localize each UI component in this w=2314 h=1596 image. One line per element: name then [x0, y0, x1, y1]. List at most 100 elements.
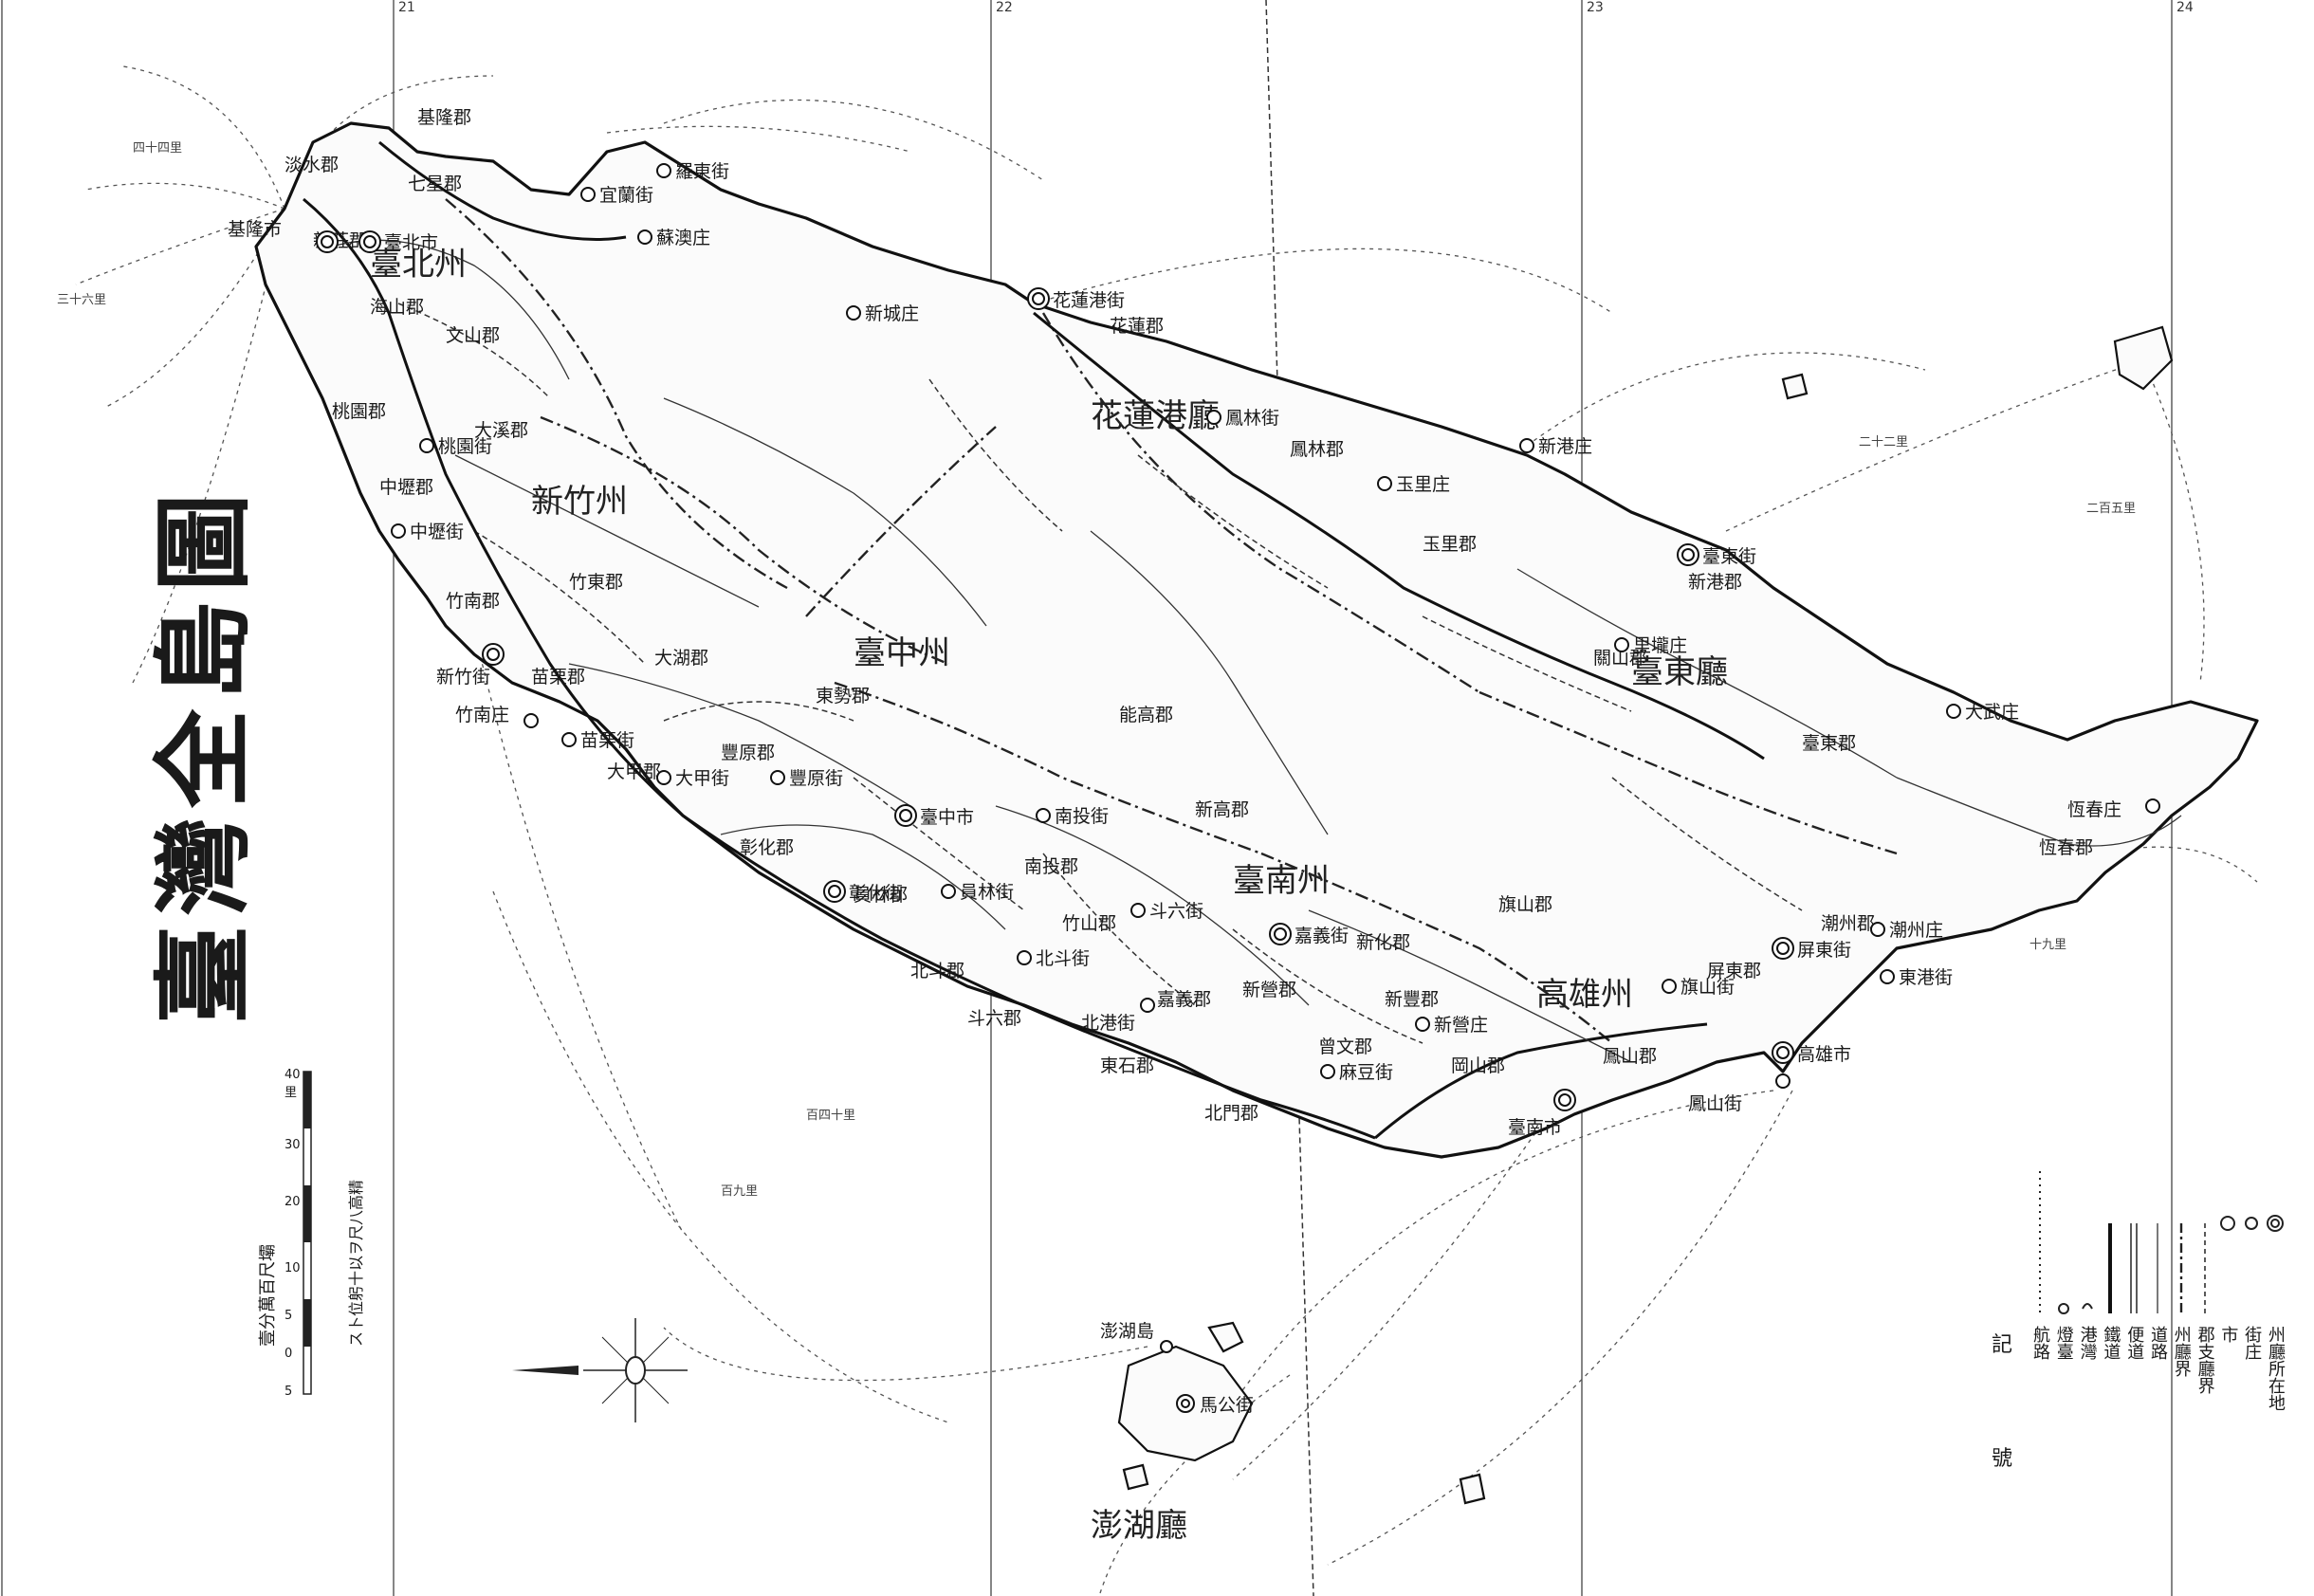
svg-text:潮州郡: 潮州郡	[1821, 913, 1875, 934]
svg-text:屏東郡: 屏東郡	[1707, 961, 1761, 981]
svg-text:新豐郡: 新豐郡	[1385, 989, 1439, 1010]
svg-text:斗六街: 斗六街	[1149, 901, 1203, 922]
district-boundaries	[397, 303, 1803, 1044]
legend-item-district-boundary: 郡支廳界	[2195, 1166, 2215, 1584]
svg-text:彰化郡: 彰化郡	[740, 837, 794, 858]
legend-item-route: 航路	[2029, 1166, 2050, 1584]
grid-label-2: 22	[996, 0, 1013, 15]
district-labels: 七星郡 文山郡 海山郡 新莊郡 淡水郡 基隆郡 大溪郡 中壢郡 桃園郡 竹東郡 …	[285, 107, 2093, 1124]
svg-text:三十六里: 三十六里	[57, 293, 106, 307]
district-boundary-icon	[2203, 1223, 2206, 1313]
city-markers: 臺北市 基隆市 新竹街 臺中市 彰化街 嘉義街 臺南市 高雄市 屏東街 花蓮港街…	[228, 219, 1851, 1416]
legend-item-capital: 州廳所在地	[2265, 1166, 2286, 1584]
port-icon	[2081, 1303, 2093, 1310]
scale-ratio: 壹分萬百尺壩	[258, 1244, 278, 1347]
svg-text:新化郡: 新化郡	[1356, 932, 1410, 953]
svg-text:新營庄: 新營庄	[1434, 1015, 1488, 1036]
route-labels: 四十四里 三十六里 百四十里 百九里 二十二里 二百五里 十九里	[57, 141, 2136, 1199]
svg-text:彰化街: 彰化街	[849, 883, 903, 904]
svg-text:四十四里: 四十四里	[133, 141, 182, 156]
city-makung: 馬公街	[1176, 1394, 1254, 1416]
svg-text:員林街: 員林街	[960, 882, 1014, 903]
city-kaohsiung: 高雄市	[1772, 1041, 1851, 1065]
svg-text:中壢郡: 中壢郡	[379, 477, 433, 498]
region-taipei: 臺北州	[370, 246, 467, 284]
legend-item-pref-boundary: 州廳界	[2171, 1166, 2192, 1584]
svg-text:十九里: 十九里	[2029, 938, 2066, 952]
city-taipei: 臺北市	[358, 230, 438, 253]
map-title: 臺灣全島圖	[123, 455, 262, 1024]
svg-text:二十二里: 二十二里	[1859, 435, 1908, 449]
svg-text:苗栗街: 苗栗街	[580, 730, 634, 751]
page-title: 臺灣全島圖	[145, 483, 262, 1024]
scale-bar	[303, 1071, 312, 1395]
green-island	[1781, 373, 1809, 400]
svg-text:臺東街: 臺東街	[1702, 546, 1756, 567]
svg-text:基隆市: 基隆市	[228, 219, 282, 240]
svg-text:斗六郡: 斗六郡	[967, 1008, 1021, 1029]
grid-label-1: 21	[398, 0, 415, 15]
prefecture-boundaries	[445, 198, 1898, 1044]
svg-text:澎湖島: 澎湖島	[1100, 1321, 1154, 1342]
svg-text:新營郡: 新營郡	[1242, 980, 1296, 1000]
svg-text:員林郡: 員林郡	[854, 885, 908, 906]
railway-icon	[2108, 1223, 2113, 1313]
svg-text:新城庄: 新城庄	[865, 303, 919, 324]
svg-text:北斗郡: 北斗郡	[910, 961, 964, 981]
road-icon	[2157, 1223, 2158, 1313]
scale-ticks: 40里 30 20 10 5 0 5	[285, 1068, 301, 1399]
svg-text:百四十里: 百四十里	[806, 1109, 855, 1123]
svg-text:海山郡: 海山郡	[370, 297, 424, 318]
legend-items: 航路 燈臺 港灣 鐵道 便道 道路 州廳界 郡支廳界	[2029, 1166, 2286, 1584]
svg-text:七星郡: 七星郡	[408, 174, 462, 194]
town-markers: 宜蘭街 羅東街 蘇澳庄 桃園街 中壢街 苗栗街 竹南庄 大甲街 豐原街 員林街 …	[391, 161, 2160, 1353]
svg-text:北門郡: 北門郡	[1204, 1103, 1258, 1124]
svg-text:東勢郡: 東勢郡	[816, 686, 870, 706]
legend-item-lighthouse: 燈臺	[2053, 1166, 2074, 1584]
svg-text:玉里郡: 玉里郡	[1423, 534, 1477, 555]
svg-text:中壢街: 中壢街	[410, 522, 464, 542]
svg-text:東港街: 東港街	[1899, 967, 1953, 988]
svg-text:百九里: 百九里	[721, 1184, 758, 1199]
svg-text:鳳山郡: 鳳山郡	[1603, 1046, 1657, 1067]
svg-text:曾文郡: 曾文郡	[1318, 1036, 1372, 1057]
scale-ratio-label: 壹分萬百尺壩	[254, 1244, 279, 1347]
compass-rose-icon	[512, 1318, 688, 1422]
svg-text:潮州庄: 潮州庄	[1889, 920, 1943, 941]
svg-text:大武庄: 大武庄	[1965, 702, 2019, 723]
svg-text:竹東郡: 竹東郡	[569, 572, 623, 593]
svg-text:大溪郡: 大溪郡	[474, 420, 528, 441]
region-penghu: 澎湖廳	[1091, 1507, 1187, 1545]
grid-label-4: 24	[2176, 0, 2194, 15]
city-taitung: 臺東街	[1677, 543, 1756, 567]
kuishan-island	[2113, 325, 2174, 391]
svg-text:新港庄: 新港庄	[1538, 436, 1592, 457]
svg-text:關山郡: 關山郡	[1593, 648, 1647, 669]
svg-text:屏東街: 屏東街	[1797, 940, 1851, 961]
legend-item-port: 港灣	[2077, 1166, 2098, 1584]
svg-text:北港街: 北港街	[1081, 1013, 1135, 1034]
legend-item-town: 街庄	[2241, 1166, 2262, 1584]
city-icon	[2220, 1216, 2236, 1231]
svg-text:南投郡: 南投郡	[1024, 856, 1078, 877]
grid-label-3: 23	[1587, 0, 1604, 15]
region-hsinchu: 新竹州	[531, 483, 628, 521]
region-hualien: 花蓮港廳	[1091, 397, 1220, 435]
svg-text:桃園郡: 桃園郡	[332, 401, 386, 422]
svg-text:鳳山街: 鳳山街	[1688, 1093, 1742, 1114]
svg-text:恆春庄: 恆春庄	[2067, 799, 2121, 820]
svg-text:大甲郡: 大甲郡	[607, 761, 661, 782]
svg-text:花蓮郡: 花蓮郡	[1110, 316, 1164, 337]
svg-text:旗山郡: 旗山郡	[1498, 894, 1552, 915]
svg-text:竹山郡: 竹山郡	[1062, 913, 1116, 934]
town-icon	[2245, 1217, 2259, 1230]
svg-text:南投街: 南投街	[1055, 806, 1109, 827]
railway-lines	[303, 140, 1765, 1140]
legend-item-railway: 鐵道	[2100, 1166, 2121, 1584]
svg-text:臺南市: 臺南市	[1508, 1117, 1562, 1138]
svg-text:嘉義街: 嘉義街	[1295, 926, 1349, 946]
svg-text:馬公街: 馬公街	[1200, 1395, 1254, 1416]
city-keelung: 基隆市	[228, 219, 339, 253]
capital-icon	[2266, 1215, 2284, 1232]
city-chiayi: 嘉義街	[1269, 923, 1349, 946]
